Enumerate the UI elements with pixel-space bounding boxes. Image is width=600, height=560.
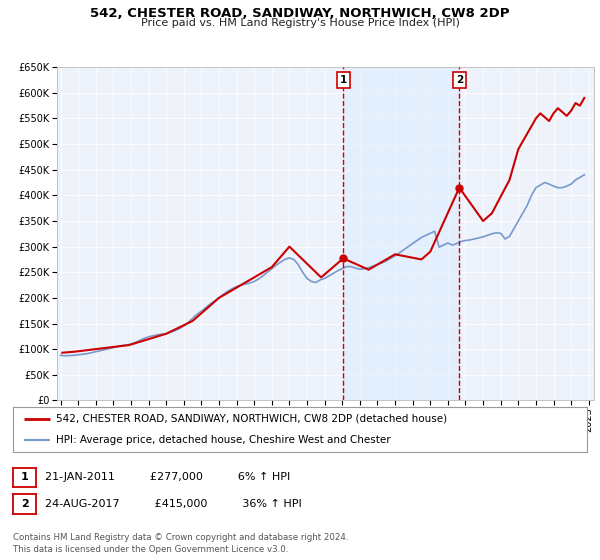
Text: HPI: Average price, detached house, Cheshire West and Chester: HPI: Average price, detached house, Ches… xyxy=(56,435,391,445)
Text: Price paid vs. HM Land Registry's House Price Index (HPI): Price paid vs. HM Land Registry's House … xyxy=(140,18,460,28)
Text: 24-AUG-2017          £415,000          36% ↑ HPI: 24-AUG-2017 £415,000 36% ↑ HPI xyxy=(45,499,302,509)
Text: 21-JAN-2011          £277,000          6% ↑ HPI: 21-JAN-2011 £277,000 6% ↑ HPI xyxy=(45,472,290,482)
Text: 2: 2 xyxy=(21,499,28,509)
Text: 1: 1 xyxy=(340,75,347,85)
Text: 542, CHESTER ROAD, SANDIWAY, NORTHWICH, CW8 2DP (detached house): 542, CHESTER ROAD, SANDIWAY, NORTHWICH, … xyxy=(56,414,448,424)
Text: 1: 1 xyxy=(21,472,28,482)
Text: 2: 2 xyxy=(455,75,463,85)
Text: This data is licensed under the Open Government Licence v3.0.: This data is licensed under the Open Gov… xyxy=(13,545,289,554)
Bar xyxy=(343,67,460,400)
Text: 542, CHESTER ROAD, SANDIWAY, NORTHWICH, CW8 2DP: 542, CHESTER ROAD, SANDIWAY, NORTHWICH, … xyxy=(90,7,510,20)
Text: Contains HM Land Registry data © Crown copyright and database right 2024.: Contains HM Land Registry data © Crown c… xyxy=(13,533,349,542)
